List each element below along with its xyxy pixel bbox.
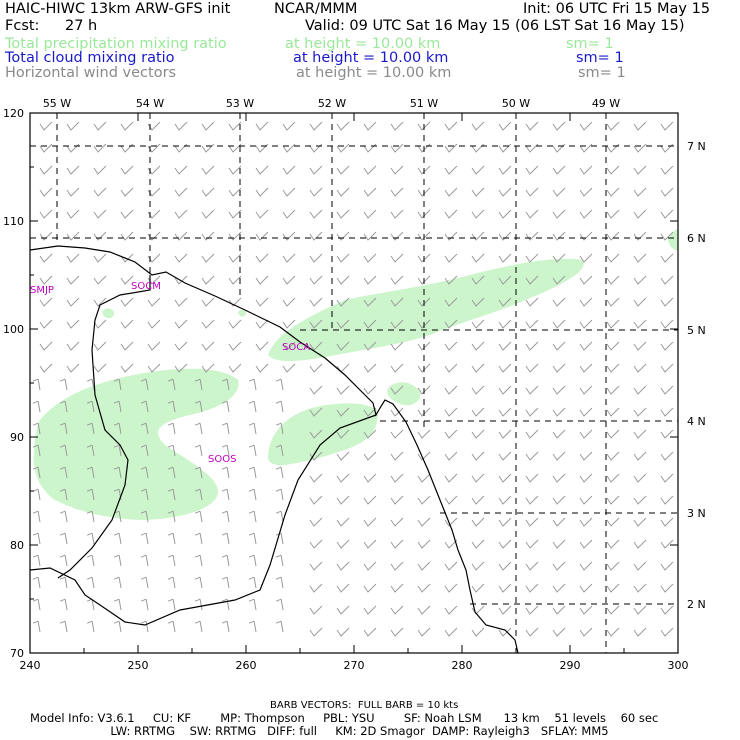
precip-area-ne-edge (668, 229, 678, 251)
model-title: HAIC-HIWC 13km ARW-GFS init (5, 1, 231, 17)
x-tick-290: 290 (560, 659, 581, 672)
latlon-grid (30, 113, 678, 653)
x-axis-labels: 240 250 260 270 280 290 300 (20, 659, 689, 672)
model-info-line1: Model Info: V3.6.1 CU: KF MP: Thompson P… (30, 711, 659, 725)
org-label: NCAR/MMM (274, 1, 358, 17)
border-suriname-french-guiana (30, 414, 377, 626)
field-wind-height: at height = 10.00 km (296, 65, 452, 81)
x-tick-270: 270 (344, 659, 365, 672)
precip-area-east-blob (387, 382, 421, 406)
field-cloud-height: at height = 10.00 km (293, 50, 449, 66)
y-axis (30, 112, 678, 654)
lon-labels: 55 W 54 W 53 W 52 W 51 W 50 W 49 W (43, 97, 620, 110)
lat-label-4n: 4 N (687, 415, 706, 428)
y-tick-100: 100 (3, 323, 24, 336)
lon-label-53w: 53 W (226, 97, 254, 110)
field-precip-height: at height = 10.00 km (285, 36, 441, 52)
x-tick-240: 240 (20, 659, 41, 672)
wind-barb-set (32, 121, 674, 637)
x-tick-280: 280 (452, 659, 473, 672)
field-cloud-name: Total cloud mixing ratio (5, 50, 175, 66)
field-wind-name: Horizontal wind vectors (5, 65, 177, 81)
precip-area-small-a (102, 308, 114, 319)
precip-area-east-band (268, 258, 584, 362)
y-tick-90: 90 (10, 431, 24, 444)
x-tick-260: 260 (236, 659, 257, 672)
station-soos: SOOS (208, 454, 236, 465)
y-axis-labels: 70 80 90 100 110 120 (3, 107, 24, 660)
precip-areas (33, 229, 678, 520)
lat-label-7n: 7 N (687, 140, 706, 153)
precip-area-west (33, 368, 239, 520)
lat-label-6n: 6 N (687, 232, 706, 245)
coastlines-borders (30, 245, 519, 653)
field-precip-name: Total precipitation mixing ratio (5, 36, 227, 52)
station-soca: SOCA (282, 342, 310, 353)
valid-time: Valid: 09 UTC Sat 16 May 15 (06 LST Sat … (305, 18, 685, 34)
lat-label-3n: 3 N (687, 507, 706, 520)
precip-area-central (267, 403, 378, 466)
border-guyana-suriname (57, 275, 151, 579)
lon-label-50w: 50 W (502, 97, 530, 110)
lon-label-55w: 55 W (43, 97, 71, 110)
lat-label-2n: 2 N (687, 598, 706, 611)
station-smjp: SMJP (30, 285, 54, 296)
field-precip-sm: sm= 1 (566, 36, 614, 52)
lon-label-52w: 52 W (318, 97, 346, 110)
station-labels: SMJP SOCM SOCA SOOS (30, 281, 310, 465)
fcst-label: Fcst: (5, 18, 40, 34)
x-tick-250: 250 (128, 659, 149, 672)
lat-label-5n: 5 N (687, 324, 706, 337)
fcst-value: 27 h (65, 18, 98, 34)
barb-legend: BARB VECTORS: FULL BARB = 10 kts (270, 700, 459, 711)
y-tick-120: 120 (3, 107, 24, 120)
station-socm: SOCM (131, 281, 161, 292)
x-tick-300: 300 (668, 659, 689, 672)
y-tick-110: 110 (3, 215, 24, 228)
field-wind-sm: sm= 1 (578, 65, 626, 81)
lon-label-54w: 54 W (136, 97, 164, 110)
precip-area-small-b (238, 309, 247, 317)
forecast-map: SMJP SOCM SOCA SOOS 240 250 260 270 280 … (3, 97, 706, 672)
wind-barbs (32, 121, 674, 637)
y-tick-70: 70 (10, 647, 24, 660)
init-time: Init: 06 UTC Fri 15 May 15 (523, 1, 711, 17)
lon-label-51w: 51 W (410, 97, 438, 110)
lon-label-49w: 49 W (592, 97, 620, 110)
y-tick-80: 80 (10, 539, 24, 552)
model-info-line2: LW: RRTMG SW: RRTMG DIFF: full KM: 2D Sm… (30, 724, 609, 738)
field-cloud-sm: sm= 1 (576, 50, 624, 66)
x-axis (29, 113, 679, 653)
lat-labels: 7 N 6 N 5 N 4 N 3 N 2 N (687, 140, 706, 611)
